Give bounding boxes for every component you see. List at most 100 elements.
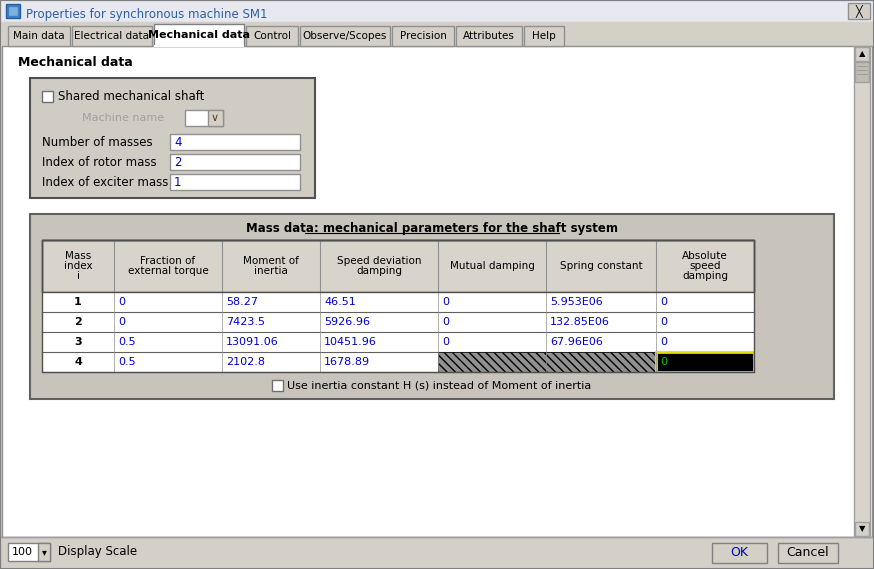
Text: ▼: ▼ bbox=[859, 525, 865, 534]
Text: 58.27: 58.27 bbox=[226, 297, 258, 307]
Text: 0: 0 bbox=[442, 297, 449, 307]
Text: Properties for synchronous machine SM1: Properties for synchronous machine SM1 bbox=[26, 7, 267, 20]
Bar bbox=[300, 26, 390, 46]
Text: 0: 0 bbox=[442, 337, 449, 347]
Text: 3: 3 bbox=[74, 337, 82, 347]
Text: 0: 0 bbox=[660, 297, 667, 307]
Text: ▲: ▲ bbox=[859, 50, 865, 59]
Text: 46.51: 46.51 bbox=[324, 297, 356, 307]
Bar bbox=[524, 26, 564, 46]
Text: Spring constant: Spring constant bbox=[559, 261, 642, 271]
Text: 7423.5: 7423.5 bbox=[226, 317, 265, 327]
Text: ╳: ╳ bbox=[856, 5, 863, 18]
Text: Display Scale: Display Scale bbox=[58, 546, 137, 559]
Text: Electrical data: Electrical data bbox=[74, 31, 149, 41]
Bar bbox=[0, 22, 874, 46]
Bar bbox=[438, 352, 656, 372]
Bar bbox=[656, 352, 754, 372]
Text: 0: 0 bbox=[660, 317, 667, 327]
Text: Fraction of: Fraction of bbox=[141, 256, 196, 266]
Text: Control: Control bbox=[253, 31, 291, 41]
Bar bbox=[38, 543, 50, 561]
Text: 4: 4 bbox=[74, 357, 82, 367]
Bar bbox=[42, 292, 754, 312]
Text: Mechanical data: Mechanical data bbox=[148, 30, 250, 40]
Text: 1: 1 bbox=[74, 297, 82, 307]
Text: Precision: Precision bbox=[399, 31, 447, 41]
Bar bbox=[0, 0, 874, 22]
Bar bbox=[154, 24, 244, 46]
Text: Mass: Mass bbox=[65, 251, 91, 261]
Text: Index of rotor mass: Index of rotor mass bbox=[42, 155, 156, 168]
Text: index: index bbox=[64, 261, 93, 271]
Text: OK: OK bbox=[730, 546, 748, 559]
Text: Shared mechanical shaft: Shared mechanical shaft bbox=[58, 89, 205, 102]
Bar bbox=[42, 312, 754, 332]
Text: inertia: inertia bbox=[254, 266, 288, 276]
Bar bbox=[208, 110, 223, 126]
Text: 2102.8: 2102.8 bbox=[226, 357, 265, 367]
Bar bbox=[42, 240, 754, 372]
Text: 2: 2 bbox=[74, 317, 82, 327]
Text: 4: 4 bbox=[174, 135, 182, 149]
Bar bbox=[8, 6, 18, 16]
Text: 13091.06: 13091.06 bbox=[226, 337, 279, 347]
Text: Speed deviation: Speed deviation bbox=[336, 256, 421, 266]
Bar bbox=[392, 26, 454, 46]
Text: damping: damping bbox=[356, 266, 402, 276]
Text: Attributes: Attributes bbox=[463, 31, 515, 41]
Text: 0: 0 bbox=[660, 357, 667, 367]
Text: 5926.96: 5926.96 bbox=[324, 317, 370, 327]
Bar bbox=[855, 522, 869, 536]
Text: external torque: external torque bbox=[128, 266, 208, 276]
Text: 10451.96: 10451.96 bbox=[324, 337, 377, 347]
Bar bbox=[246, 26, 298, 46]
Bar bbox=[30, 78, 315, 198]
Bar bbox=[778, 543, 838, 563]
Text: Mass data: mechanical parameters for the shaft system: Mass data: mechanical parameters for the… bbox=[246, 221, 618, 234]
Text: Observe/Scopes: Observe/Scopes bbox=[302, 31, 387, 41]
Text: 132.85E06: 132.85E06 bbox=[550, 317, 610, 327]
Text: Mechanical data: Mechanical data bbox=[18, 56, 133, 68]
Bar bbox=[855, 47, 869, 61]
Text: Machine name: Machine name bbox=[82, 113, 164, 123]
Bar bbox=[42, 240, 754, 292]
Bar bbox=[0, 537, 874, 569]
Bar bbox=[42, 240, 754, 292]
Bar bbox=[42, 332, 754, 352]
Text: 0.5: 0.5 bbox=[118, 337, 135, 347]
Text: Main data: Main data bbox=[13, 31, 65, 41]
Text: 67.96E06: 67.96E06 bbox=[550, 337, 603, 347]
Text: Cancel: Cancel bbox=[787, 546, 829, 559]
Text: 1: 1 bbox=[174, 175, 182, 188]
Text: 0: 0 bbox=[442, 317, 449, 327]
Text: 5.953E06: 5.953E06 bbox=[550, 297, 603, 307]
Bar bbox=[6, 4, 20, 18]
Bar bbox=[170, 154, 300, 170]
Text: Moment of: Moment of bbox=[243, 256, 299, 266]
Bar bbox=[170, 174, 300, 190]
Bar bbox=[72, 26, 152, 46]
Bar bbox=[848, 3, 870, 19]
Text: ∨: ∨ bbox=[211, 113, 219, 123]
Bar bbox=[170, 134, 300, 150]
Text: 1678.89: 1678.89 bbox=[324, 357, 370, 367]
Bar bbox=[8, 26, 70, 46]
Text: 0: 0 bbox=[660, 337, 667, 347]
Text: i: i bbox=[77, 271, 80, 281]
Bar bbox=[456, 26, 522, 46]
Text: 0.5: 0.5 bbox=[118, 357, 135, 367]
Text: Use inertia constant H (s) instead of Moment of inertia: Use inertia constant H (s) instead of Mo… bbox=[287, 380, 591, 390]
Text: Help: Help bbox=[532, 31, 556, 41]
Text: 100: 100 bbox=[12, 547, 33, 557]
Bar bbox=[855, 62, 869, 82]
Text: damping: damping bbox=[682, 271, 728, 281]
Text: Number of masses: Number of masses bbox=[42, 135, 153, 149]
Bar bbox=[8, 543, 50, 561]
Bar bbox=[185, 110, 223, 126]
Bar bbox=[272, 380, 283, 391]
Text: speed: speed bbox=[690, 261, 721, 271]
Text: ▾: ▾ bbox=[42, 547, 46, 557]
Bar bbox=[42, 352, 754, 372]
Bar bbox=[30, 214, 834, 399]
